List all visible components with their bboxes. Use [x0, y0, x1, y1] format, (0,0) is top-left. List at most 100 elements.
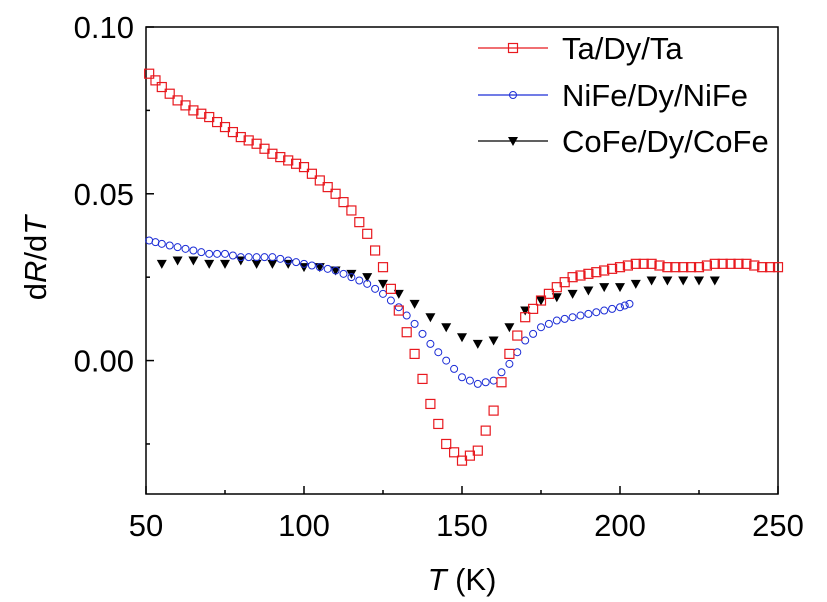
legend-swatch-marker	[507, 42, 519, 54]
x-tick-label: 150	[436, 508, 488, 543]
data-point	[646, 258, 657, 269]
data-point	[371, 284, 380, 293]
data-point	[694, 276, 704, 286]
data-point	[584, 309, 593, 318]
y-tick-label: 0.00	[74, 344, 134, 379]
data-point	[457, 333, 467, 343]
data-point	[678, 276, 689, 286]
data-point	[181, 244, 190, 253]
data-point	[741, 258, 752, 269]
data-point	[496, 377, 507, 388]
data-point	[599, 283, 610, 293]
legend-entry-2: CoFe/Dy/CoFe	[478, 124, 769, 159]
x-tick-label: 200	[594, 508, 646, 543]
data-point	[354, 217, 365, 228]
data-point	[221, 249, 229, 258]
legend-entry-1: NiFe/Dy/NiFe	[478, 78, 748, 113]
data-point	[551, 293, 562, 303]
data-point	[512, 330, 523, 341]
data-point	[306, 168, 317, 179]
data-point	[504, 323, 515, 333]
data-point	[614, 262, 626, 273]
data-point	[505, 359, 514, 368]
data-point	[276, 254, 285, 263]
data-point	[527, 303, 539, 314]
data-point	[362, 228, 373, 239]
data-point	[173, 243, 182, 252]
data-point	[693, 262, 705, 273]
data-point	[260, 253, 269, 262]
data-point	[625, 299, 634, 308]
data-point	[284, 256, 293, 265]
data-point	[480, 425, 491, 436]
data-point	[552, 316, 561, 325]
data-point	[504, 348, 515, 359]
data-point	[749, 260, 760, 271]
series-layer	[144, 68, 784, 466]
data-point	[197, 248, 206, 257]
x-axis-label-var: T	[428, 562, 449, 597]
data-point	[630, 258, 641, 269]
legend-label: NiFe/Dy/NiFe	[562, 78, 748, 113]
data-point	[220, 259, 230, 269]
data-point	[330, 188, 341, 199]
data-point	[409, 299, 420, 309]
data-point	[156, 81, 167, 93]
data-point	[314, 263, 325, 273]
data-point	[583, 268, 594, 279]
data-point	[165, 241, 174, 250]
x-tick-label: 50	[129, 508, 163, 543]
data-point	[717, 258, 728, 269]
y-tick-label: 0.10	[74, 10, 134, 45]
y-axis-label-R: R	[18, 261, 53, 283]
data-point	[378, 279, 388, 289]
data-point	[473, 379, 482, 388]
data-point	[536, 296, 546, 306]
data-point	[244, 253, 253, 262]
data-point	[615, 283, 625, 293]
data-point	[267, 259, 278, 269]
data-point	[204, 259, 215, 269]
y-axis-label: dR/dT	[18, 214, 53, 301]
data-point	[434, 348, 443, 357]
data-point	[488, 336, 499, 346]
data-point	[172, 256, 183, 266]
data-point	[630, 279, 641, 289]
y-tick-label: 0.05	[74, 177, 134, 212]
data-point	[608, 304, 617, 313]
data-point	[377, 262, 389, 273]
data-point	[622, 260, 634, 271]
x-axis: 50 100 150 200 250	[129, 486, 804, 543]
data-point	[188, 105, 199, 116]
data-point	[362, 273, 373, 283]
y-axis-label-d1: d	[18, 283, 53, 300]
series-2	[156, 256, 720, 349]
legend-entry-0: Ta/Dy/Ta	[478, 31, 683, 66]
data-point	[426, 339, 435, 348]
data-point	[654, 260, 665, 271]
data-point	[275, 151, 286, 163]
data-point	[733, 258, 744, 269]
data-point	[347, 273, 356, 282]
data-point	[441, 438, 452, 450]
data-point	[385, 283, 396, 294]
data-point	[205, 249, 214, 258]
data-point	[164, 88, 175, 99]
data-point	[291, 158, 302, 169]
data-point	[662, 262, 673, 273]
data-point	[591, 267, 602, 278]
data-point	[592, 308, 601, 317]
y-axis-label-d2: /d	[18, 235, 53, 261]
data-point	[418, 329, 427, 338]
data-point	[355, 276, 364, 285]
data-point	[409, 348, 420, 359]
data-point	[472, 445, 483, 456]
data-point	[568, 313, 577, 322]
data-point	[488, 405, 499, 416]
legend-swatch-marker	[509, 91, 517, 99]
data-point	[465, 376, 474, 385]
data-point	[678, 262, 689, 273]
data-point	[662, 276, 673, 286]
y-axis-label-T: T	[18, 214, 53, 235]
